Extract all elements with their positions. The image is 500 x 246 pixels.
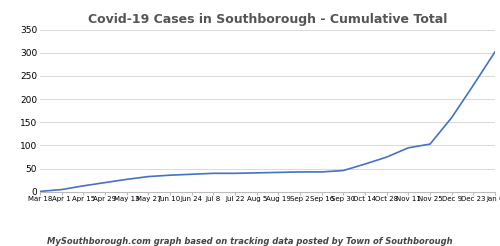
Text: MySouthborough.com graph based on tracking data posted by Town of Southborough: MySouthborough.com graph based on tracki… — [47, 237, 453, 246]
Title: Covid-19 Cases in Southborough - Cumulative Total: Covid-19 Cases in Southborough - Cumulat… — [88, 13, 447, 26]
